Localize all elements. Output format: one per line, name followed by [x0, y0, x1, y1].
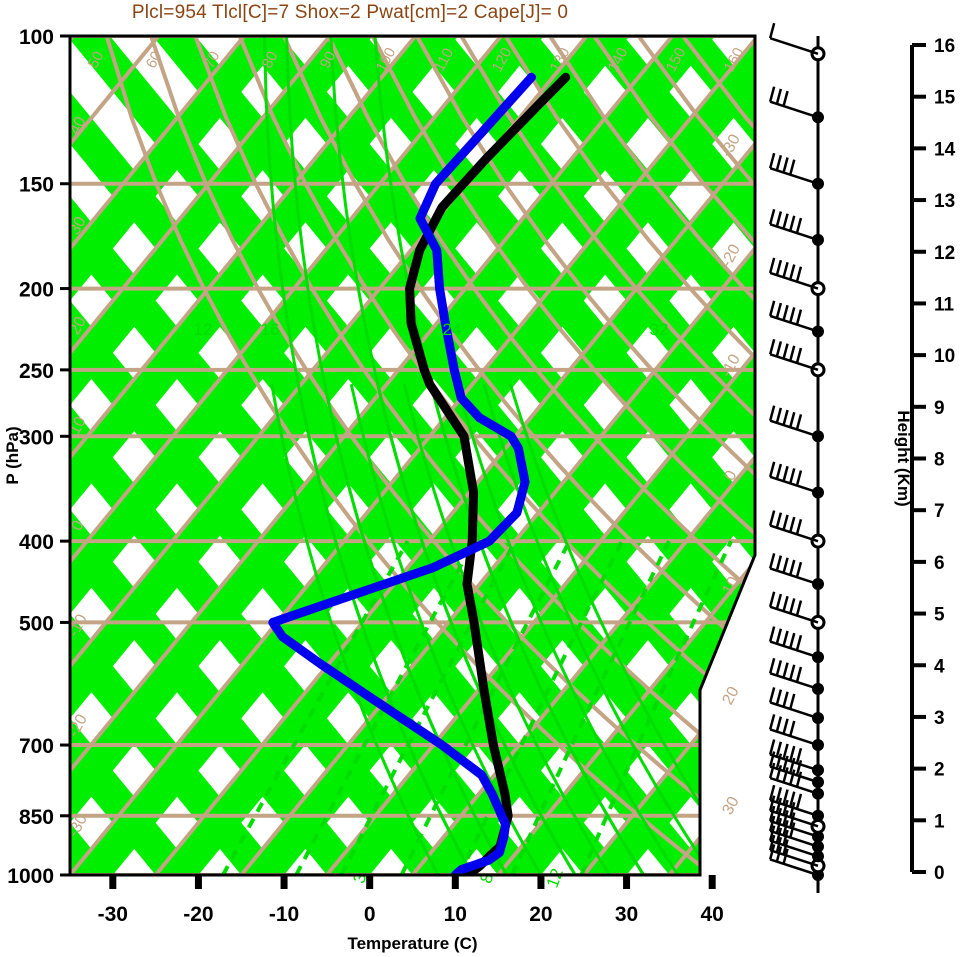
svg-text:P (hPa): P (hPa): [3, 426, 22, 484]
skewt-gridlines: [70, 36, 755, 875]
svg-text:10: 10: [934, 346, 955, 367]
svg-text:13: 13: [934, 191, 955, 212]
svg-text:15: 15: [934, 88, 956, 109]
svg-text:40: 40: [701, 903, 724, 926]
svg-text:0: 0: [364, 903, 376, 926]
svg-text:30: 30: [615, 903, 638, 926]
svg-text:70: 70: [201, 49, 224, 72]
svg-text:0: 0: [934, 863, 945, 884]
svg-text:-30: -30: [98, 903, 128, 926]
temperature-axis: -30 -20 -10 0 10 20 30 40 Temperature (C): [98, 875, 724, 953]
svg-text:1000: 1000: [7, 865, 54, 888]
svg-text:12: 12: [934, 243, 955, 264]
svg-text:40: 40: [66, 114, 89, 138]
svg-text:60: 60: [143, 49, 166, 72]
svg-text:10: 10: [719, 574, 742, 598]
svg-text:50: 50: [85, 49, 108, 72]
svg-text:300: 300: [19, 426, 54, 449]
svg-text:20: 20: [66, 314, 89, 338]
svg-text:80: 80: [259, 49, 282, 72]
svg-text:24: 24: [443, 320, 462, 339]
svg-text:12: 12: [194, 320, 213, 339]
wind-barb-column: [768, 22, 826, 893]
svg-text:8: 8: [934, 450, 945, 471]
svg-text:200: 200: [19, 279, 54, 302]
svg-text:6: 6: [934, 553, 945, 574]
svg-text:400: 400: [19, 531, 54, 554]
sounding-traces: [268, 72, 571, 875]
svg-text:Height (Km): Height (Km): [894, 410, 913, 506]
svg-text:2: 2: [934, 760, 945, 781]
svg-text:500: 500: [19, 612, 54, 635]
svg-text:8: 8: [476, 870, 497, 885]
svg-text:150: 150: [19, 174, 54, 197]
svg-text:-10: -10: [269, 903, 299, 926]
page-title: Plcl=954 Tlcl[C]=7 Shox=2 Pwat[cm]=2 Cap…: [131, 2, 569, 23]
svg-text:10: 10: [66, 414, 89, 438]
svg-text:20: 20: [719, 684, 742, 708]
svg-text:850: 850: [19, 806, 54, 829]
svg-text:100: 100: [19, 26, 54, 49]
svg-text:30: 30: [66, 214, 89, 238]
svg-text:Temperature (C): Temperature (C): [347, 934, 477, 953]
svg-text:32: 32: [650, 320, 669, 339]
svg-text:11: 11: [934, 294, 955, 315]
svg-text:16: 16: [261, 320, 280, 339]
svg-text:90: 90: [317, 49, 340, 72]
svg-text:-30: -30: [718, 132, 744, 160]
svg-text:30: 30: [719, 794, 742, 818]
svg-text:9: 9: [934, 398, 945, 419]
svg-text:1: 1: [934, 811, 945, 832]
svg-text:3: 3: [934, 708, 945, 729]
svg-text:-20: -20: [183, 903, 213, 926]
svg-text:10: 10: [444, 903, 467, 926]
svg-text:5: 5: [934, 605, 945, 626]
svg-text:14: 14: [934, 139, 956, 160]
mixing-ratio-lines: [221, 540, 733, 875]
svg-text:700: 700: [19, 735, 54, 758]
svg-text:20: 20: [529, 903, 552, 926]
svg-text:16: 16: [934, 36, 955, 57]
pressure-axis: 100 150 200 250 300 400 500 700 850 1000 P (hPa): [3, 26, 70, 888]
svg-text:12: 12: [543, 866, 567, 890]
svg-text:4: 4: [934, 656, 945, 677]
svg-text:7: 7: [934, 501, 945, 522]
svg-text:250: 250: [19, 360, 54, 383]
